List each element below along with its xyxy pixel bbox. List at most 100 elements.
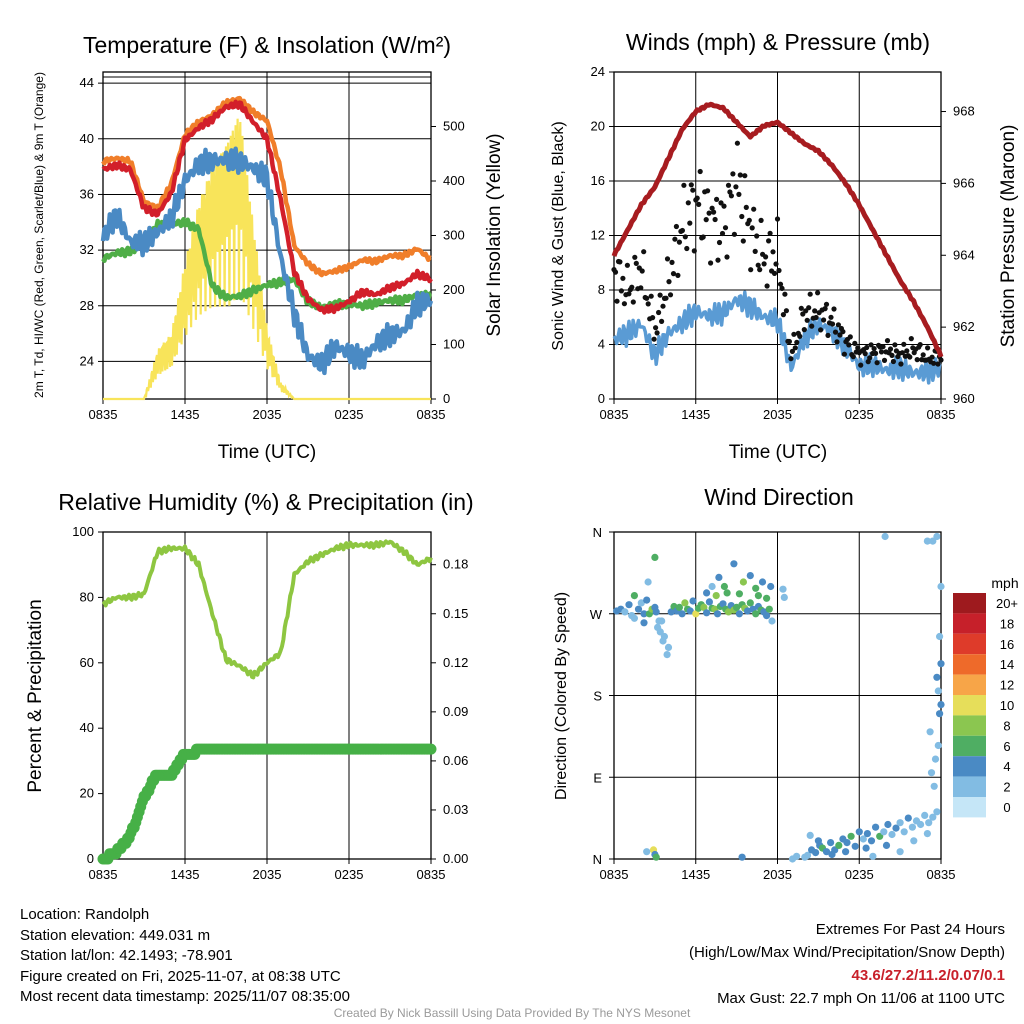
direction-point	[923, 537, 932, 545]
y2-tick-label: 960	[953, 391, 975, 406]
gust-point	[660, 303, 666, 309]
direction-point	[637, 599, 645, 607]
direction-point	[927, 769, 936, 777]
direction-tick-label: W	[590, 607, 603, 622]
gust-point	[783, 308, 790, 314]
gust-point	[868, 342, 874, 348]
colorbar-swatch	[953, 695, 986, 716]
direction-point	[752, 584, 760, 592]
direction-point	[689, 597, 697, 605]
direction-point	[869, 852, 877, 860]
gust-point	[617, 259, 623, 265]
direction-point	[746, 572, 754, 580]
x-tick-label: 1435	[171, 407, 200, 422]
gust-point	[722, 225, 729, 231]
gust-point	[858, 362, 864, 368]
y-tick-label: 36	[80, 186, 94, 201]
gust-point	[776, 267, 782, 274]
gust-point	[736, 191, 742, 197]
gust-point	[716, 239, 723, 246]
direction-point	[715, 573, 723, 582]
gust-point	[651, 336, 657, 342]
gust-point	[789, 348, 796, 354]
direction-point	[933, 808, 941, 816]
x-tick-label: 2035	[253, 407, 282, 422]
gust-point	[809, 323, 815, 329]
gust-point	[752, 248, 758, 254]
series-sonic-wind	[612, 290, 942, 385]
direction-point	[926, 728, 934, 736]
gust-point	[901, 341, 907, 347]
gust-point	[931, 360, 937, 366]
x-tick-label: 0835	[927, 407, 956, 422]
gust-point	[664, 256, 671, 262]
gust-point	[705, 188, 711, 194]
direction-point	[640, 610, 648, 618]
gust-point	[618, 288, 625, 294]
direction-point	[739, 578, 748, 586]
gust-point	[666, 279, 672, 285]
direction-point	[630, 592, 639, 600]
direction-point	[758, 578, 767, 586]
gust-point	[712, 216, 718, 223]
x-tick-label: 2035	[763, 867, 792, 882]
y2-tick-label: 0.18	[443, 557, 468, 572]
gust-point	[871, 346, 877, 352]
direction-point	[900, 828, 908, 836]
gust-point	[837, 332, 843, 338]
precip-point	[425, 743, 437, 755]
direction-point	[937, 582, 945, 591]
colorbar-label: 4	[1003, 759, 1010, 774]
gust-point	[639, 268, 645, 274]
gust-point	[620, 275, 626, 281]
direction-point	[730, 560, 738, 568]
direction-point	[735, 590, 744, 598]
gust-point	[703, 217, 709, 223]
gust-point	[835, 322, 842, 328]
gust-point	[645, 301, 651, 307]
extremes-subheader: (High/Low/Max Wind/Precipitation/Snow De…	[689, 944, 1005, 961]
y-tick-label: 60	[80, 655, 94, 670]
gust-point	[725, 182, 732, 188]
direction-point	[780, 593, 788, 602]
direction-point	[847, 832, 855, 840]
direction-point	[827, 839, 835, 847]
gust-point	[626, 291, 632, 297]
gust-point	[757, 267, 763, 273]
gust-point	[798, 305, 804, 311]
y2-tick-label: 400	[443, 173, 465, 188]
colorbar-swatch	[953, 715, 986, 736]
gust-point	[714, 196, 720, 202]
x-tick-label: 0835	[89, 407, 118, 422]
direction-point	[660, 632, 669, 641]
gust-point	[743, 204, 749, 210]
direction-point	[896, 819, 904, 827]
direction-point	[663, 651, 671, 659]
y2-tick-label: 0.06	[443, 753, 468, 768]
gust-point	[887, 346, 894, 352]
gust-point	[786, 338, 793, 345]
colorbar-label: 20+	[996, 596, 1018, 611]
gust-point	[669, 259, 675, 265]
direction-point	[925, 819, 933, 827]
direction-point	[708, 582, 716, 591]
colorbar-swatch	[953, 633, 986, 655]
x-tick-label: 0235	[845, 867, 874, 882]
direction-point	[705, 598, 714, 606]
gust-point	[889, 352, 895, 358]
winds-pressure-chart: 0 4 8 12 16 20 24 960 962 964 966 968 0835 1435 2035 02…	[591, 64, 975, 422]
direction-point	[763, 594, 771, 602]
elevation-text: Station elevation: 449.031 m	[20, 926, 211, 944]
wind-y2label: Station Pressure (Maroon)	[998, 125, 1019, 348]
gust-point	[890, 358, 897, 365]
gust-point	[685, 200, 691, 206]
y2-tick-label: 0.12	[443, 655, 468, 670]
series-9m-t	[101, 95, 432, 278]
gust-point	[767, 230, 773, 236]
temp-y2label: Solar Insolation (Yellow)	[484, 133, 505, 336]
y-tick-label: 12	[591, 228, 605, 243]
gust-point	[831, 306, 837, 312]
gust-point	[840, 329, 846, 335]
direction-point	[720, 582, 729, 591]
